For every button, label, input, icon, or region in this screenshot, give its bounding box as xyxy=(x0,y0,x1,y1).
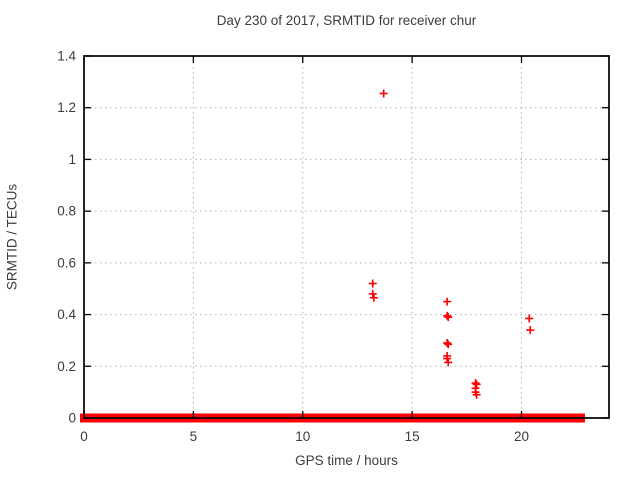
x-tick-label: 0 xyxy=(80,429,88,444)
y-tick-label: 1.2 xyxy=(57,100,76,115)
data-point-marker xyxy=(525,314,534,323)
y-axis-title: SRMTID / TECUs xyxy=(4,183,20,291)
data-point-marker xyxy=(472,390,481,399)
grid-lines xyxy=(85,57,608,417)
x-axis-title: GPS time / hours xyxy=(295,453,398,468)
data-point-marker xyxy=(443,297,452,306)
data-point-marker xyxy=(443,339,452,348)
x-tick-label: 10 xyxy=(295,429,310,444)
data-point-marker xyxy=(443,354,452,363)
y-tick-label: 0.8 xyxy=(57,204,76,219)
data-point-marker xyxy=(472,380,481,389)
data-point-marker xyxy=(443,311,452,320)
border-box xyxy=(83,55,610,419)
data-point-marker xyxy=(368,289,377,298)
tick-marks xyxy=(83,55,609,419)
y-tick-label: 1.4 xyxy=(57,49,76,64)
data-points xyxy=(368,89,535,399)
y-tick-label: 1 xyxy=(68,152,76,167)
data-point-marker xyxy=(444,340,453,349)
x-tick-label: 5 xyxy=(190,429,198,444)
data-point-marker xyxy=(444,313,453,322)
data-point-marker xyxy=(526,326,535,335)
plot-border xyxy=(83,55,610,419)
data-point-marker xyxy=(368,279,377,288)
data-point-marker xyxy=(369,293,378,302)
y-tick-label: 0.2 xyxy=(57,359,76,374)
y-tick-label: 0 xyxy=(68,411,76,426)
data-point-marker xyxy=(444,358,453,367)
tick-labels: 0 5 10 15 20 0 0.2 0.4 0.6 0.8 1 1.2 1.4 xyxy=(57,49,529,445)
y-tick-label: 0.6 xyxy=(57,255,76,270)
y-tick-label: 0.4 xyxy=(57,307,76,322)
x-tick-label: 20 xyxy=(514,429,529,444)
data-point-marker xyxy=(379,89,388,98)
chart-title: Day 230 of 2017, SRMTID for receiver chu… xyxy=(216,13,477,28)
x-tick-label: 15 xyxy=(405,429,420,444)
